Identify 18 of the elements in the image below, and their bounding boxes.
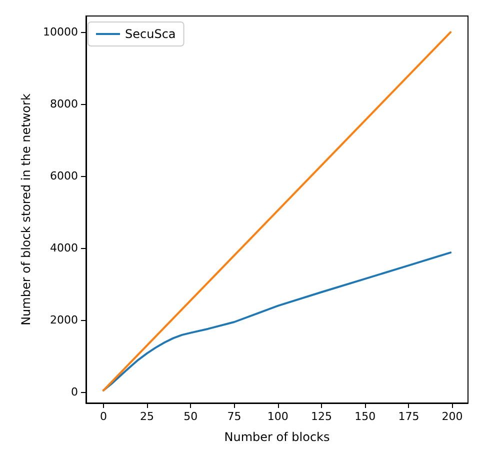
x-tick-label: 25: [140, 410, 154, 423]
x-tick-label: 50: [184, 410, 198, 423]
x-tick-label: 200: [442, 410, 463, 423]
y-tick-label: 0: [71, 386, 78, 399]
y-tick-label: 4000: [50, 242, 78, 255]
x-tick-label: 75: [227, 410, 242, 423]
x-tick-label: 150: [354, 410, 376, 423]
x-tick-label: 100: [267, 410, 288, 423]
y-tick-label: 6000: [50, 170, 78, 183]
x-tick-label: 175: [398, 410, 420, 423]
y-tick-label: 10000: [43, 26, 78, 39]
y-tick-label: 2000: [50, 314, 78, 327]
y-tick-label: 8000: [50, 98, 78, 111]
legend-label: SecuSca: [125, 27, 176, 41]
x-tick-label: 0: [100, 410, 107, 423]
y-axis-title: Number of block stored in the network: [19, 94, 34, 326]
x-tick-label: 125: [310, 410, 332, 423]
x-axis-title: Number of blocks: [224, 430, 330, 444]
